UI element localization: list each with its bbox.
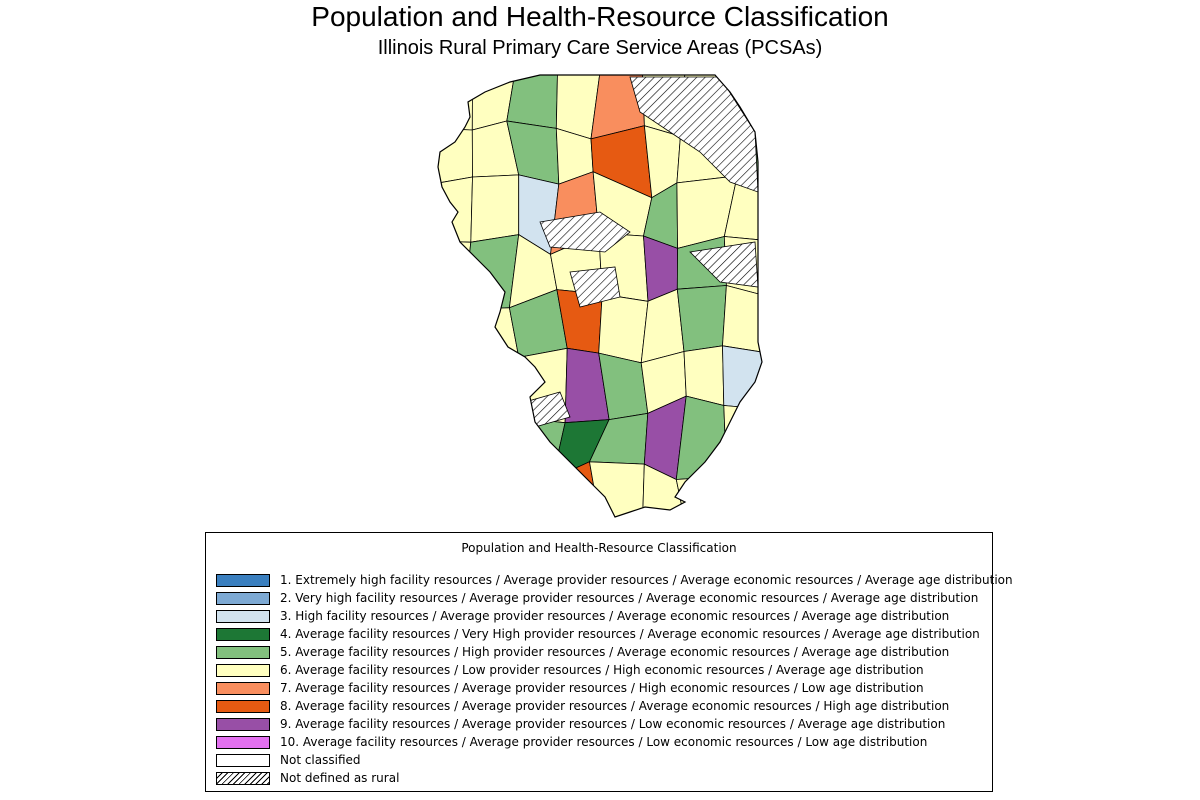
legend-item: 1. Extremely high facility resources / A… xyxy=(216,571,1013,589)
legend-swatch xyxy=(216,717,270,731)
legend-swatch xyxy=(216,753,270,767)
legend-item: 4. Average facility resources / Very Hig… xyxy=(216,625,1013,643)
pcsa-region xyxy=(676,285,727,352)
legend-item: 6. Average facility resources / Low prov… xyxy=(216,661,1013,679)
legend-label: 9. Average facility resources / Average … xyxy=(280,717,946,731)
legend-swatch xyxy=(216,663,270,677)
legend-swatch xyxy=(216,681,270,695)
legend-item: 9. Average facility resources / Average … xyxy=(216,715,1013,733)
legend-swatch xyxy=(216,591,270,605)
legend-title: Population and Health-Resource Classific… xyxy=(461,541,737,555)
pcsa-region xyxy=(598,293,649,364)
legend-label: 1. Extremely high facility resources / A… xyxy=(280,573,1013,587)
legend-swatch xyxy=(216,771,270,785)
non-rural-area xyxy=(569,266,621,308)
pcsa-region xyxy=(726,465,762,517)
illinois-pcsa-map xyxy=(437,74,763,518)
legend-item: 7. Average facility resources / Average … xyxy=(216,679,1013,697)
pcsa-region xyxy=(438,127,473,185)
pcsa-region xyxy=(589,461,645,517)
pcsa-region xyxy=(438,398,479,467)
pcsa-region xyxy=(438,296,465,354)
pcsa-region xyxy=(465,398,520,473)
legend-swatch xyxy=(216,609,270,623)
pcsa-region xyxy=(438,350,479,410)
legend: Population and Health-Resource Classific… xyxy=(205,532,1013,792)
legend-swatch xyxy=(216,645,270,659)
legend-label: 3. High facility resources / Average pro… xyxy=(280,609,950,623)
legend-label: 6. Average facility resources / Low prov… xyxy=(280,663,924,677)
state-outline xyxy=(437,74,763,518)
legend-items: 1. Extremely high facility resources / A… xyxy=(216,571,1013,787)
legend-label: 4. Average facility resources / Very Hig… xyxy=(280,627,980,641)
legend-label: Not classified xyxy=(280,753,361,767)
map-subtitle: Illinois Rural Primary Care Service Area… xyxy=(377,37,823,59)
legend-swatch xyxy=(216,735,270,749)
legend-swatch xyxy=(216,627,270,641)
legend-label: 7. Average facility resources / Average … xyxy=(280,681,924,695)
legend-label: 10. Average facility resources / Average… xyxy=(280,735,928,749)
pcsa-region xyxy=(438,176,473,243)
legend-item: 8. Average facility resources / Average … xyxy=(216,697,1013,715)
map-title: Population and Health-Resource Classific… xyxy=(311,1,889,32)
pcsa-region xyxy=(470,174,520,243)
legend-swatch xyxy=(216,699,270,713)
legend-item: 10. Average facility resources / Average… xyxy=(216,733,1013,751)
legend-label: Not defined as rural xyxy=(280,771,400,785)
legend-item: 3. High facility resources / Average pro… xyxy=(216,607,1013,625)
legend-label: 2. Very high facility resources / Averag… xyxy=(280,591,979,605)
legend-item: 5. Average facility resources / High pro… xyxy=(216,643,1013,661)
pcsa-region xyxy=(722,345,762,410)
legend-swatch xyxy=(216,573,270,587)
pcsa-region xyxy=(465,462,520,517)
legend-label: 8. Average facility resources / Average … xyxy=(280,699,950,713)
pcsa-region xyxy=(462,350,520,418)
legend-item: 2. Very high facility resources / Averag… xyxy=(216,589,1013,607)
non-rural-area xyxy=(539,211,631,253)
legend-item: Not defined as rural xyxy=(216,769,1013,787)
legend-item: Not classified xyxy=(216,751,1013,769)
pcsa-region xyxy=(683,345,725,407)
pcsa-region xyxy=(438,462,473,517)
pcsa-region xyxy=(438,75,473,131)
legend-label: 5. Average facility resources / High pro… xyxy=(280,645,950,659)
pcsa-region xyxy=(723,405,762,477)
pcsa-region xyxy=(722,284,762,354)
pcsa-region xyxy=(438,240,472,310)
pcsa-region xyxy=(514,471,558,517)
